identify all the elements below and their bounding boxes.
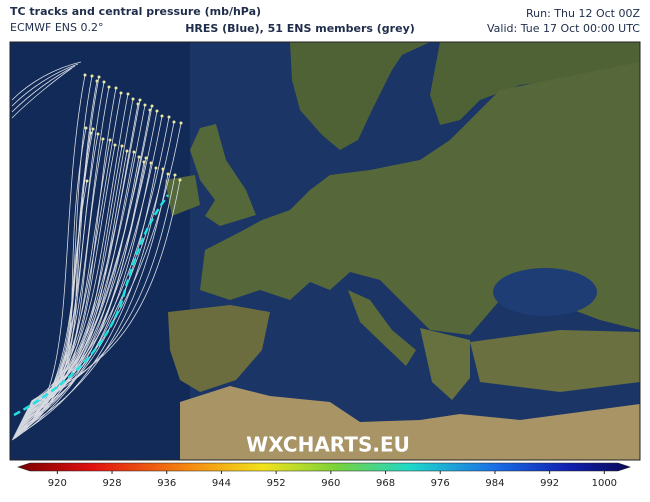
north-east-land bbox=[430, 42, 640, 125]
storm-tracks bbox=[11, 61, 183, 441]
track-point bbox=[161, 167, 165, 171]
ensemble-track bbox=[14, 76, 100, 435]
map-frame bbox=[9, 41, 641, 461]
track-point bbox=[172, 120, 176, 124]
colorbar-tick-label: 952 bbox=[267, 478, 286, 489]
track-point bbox=[178, 178, 182, 182]
track-point bbox=[125, 149, 129, 153]
track-point bbox=[90, 74, 94, 78]
valid-time: Valid: Tue 17 Oct 00:00 UTC bbox=[487, 22, 640, 35]
track-point bbox=[138, 98, 142, 102]
watermark: WXCHARTS.EU bbox=[246, 433, 410, 457]
ensemble-track bbox=[26, 174, 176, 411]
track-point bbox=[150, 104, 154, 108]
ensemble-track bbox=[13, 105, 153, 438]
ensemble-track bbox=[11, 67, 73, 119]
iberia bbox=[168, 305, 270, 392]
track-point bbox=[173, 173, 177, 177]
ensemble-track bbox=[18, 162, 152, 427]
track-point bbox=[155, 109, 159, 113]
track-point bbox=[119, 91, 123, 95]
colorbar-tick-label: 1000 bbox=[592, 478, 617, 489]
track-point bbox=[132, 150, 136, 154]
track-point bbox=[126, 92, 130, 96]
ensemble-track bbox=[31, 87, 117, 402]
ensemble-track bbox=[11, 63, 79, 107]
track-point bbox=[107, 85, 111, 89]
title: TC tracks and central pressure (mb/hPa) bbox=[10, 5, 261, 18]
track-point bbox=[102, 80, 106, 84]
track-point bbox=[83, 73, 87, 77]
africa bbox=[180, 386, 640, 460]
track-point bbox=[166, 172, 170, 176]
track-point bbox=[154, 166, 158, 170]
track-point bbox=[143, 103, 147, 107]
ensemble-track bbox=[25, 93, 129, 414]
ensemble-track bbox=[30, 150, 128, 403]
ensemble-track bbox=[22, 151, 135, 420]
turkey bbox=[470, 330, 640, 392]
track-point bbox=[113, 143, 117, 147]
colorbar-tick-label: 960 bbox=[321, 478, 340, 489]
balkans bbox=[420, 328, 470, 400]
ensemble-track bbox=[11, 61, 82, 101]
ireland bbox=[165, 175, 200, 216]
track-point bbox=[120, 144, 124, 148]
colorbar-tick-label: 968 bbox=[376, 478, 395, 489]
colorbar-tick-label: 976 bbox=[431, 478, 450, 489]
scandinavia bbox=[290, 42, 430, 150]
track-point bbox=[167, 115, 171, 119]
colorbar-tick-label: 928 bbox=[102, 478, 121, 489]
colorbar-scale bbox=[17, 462, 631, 472]
ensemble-track bbox=[15, 173, 169, 434]
colorbar-tick-label: 944 bbox=[212, 478, 231, 489]
track-point bbox=[149, 161, 153, 165]
colorbar-tick-label: 920 bbox=[48, 478, 67, 489]
run-time: Run: Thu 12 Oct 00Z bbox=[526, 7, 640, 20]
hres-track bbox=[13, 194, 170, 417]
track-point bbox=[160, 114, 164, 118]
track-point bbox=[131, 97, 135, 101]
ensemble-track bbox=[16, 157, 147, 432]
track-point bbox=[85, 179, 89, 183]
ensemble-track bbox=[12, 168, 164, 439]
italy bbox=[348, 290, 416, 366]
colorbar: 920 928 936 944 952 960 968 976 984 992 1000 bbox=[17, 462, 631, 489]
deep-ocean bbox=[10, 42, 190, 460]
track-point bbox=[179, 121, 183, 125]
map: WXCHARTS.EU bbox=[10, 42, 640, 460]
black-sea bbox=[493, 268, 597, 316]
track-point bbox=[101, 137, 105, 141]
ensemble-track bbox=[13, 92, 122, 437]
track-point bbox=[91, 127, 95, 131]
ensemble-track bbox=[29, 179, 181, 406]
track-point bbox=[114, 86, 118, 90]
legend-note: HRES (Blue), 51 ENS members (grey) bbox=[185, 22, 415, 35]
colorbar-tick-label: 992 bbox=[540, 478, 559, 489]
colorbar-tick-label: 984 bbox=[485, 478, 504, 489]
track-point bbox=[97, 75, 101, 79]
great-britain bbox=[190, 124, 256, 226]
track-point bbox=[144, 156, 148, 160]
ensemble-track bbox=[11, 65, 76, 113]
track-point bbox=[137, 155, 141, 159]
track-point bbox=[108, 138, 112, 142]
colorbar-tick-label: 936 bbox=[157, 478, 176, 489]
subtitle: ECMWF ENS 0.2° bbox=[10, 21, 103, 34]
track-point bbox=[84, 126, 88, 130]
track-point bbox=[96, 132, 100, 136]
europe bbox=[200, 62, 640, 335]
